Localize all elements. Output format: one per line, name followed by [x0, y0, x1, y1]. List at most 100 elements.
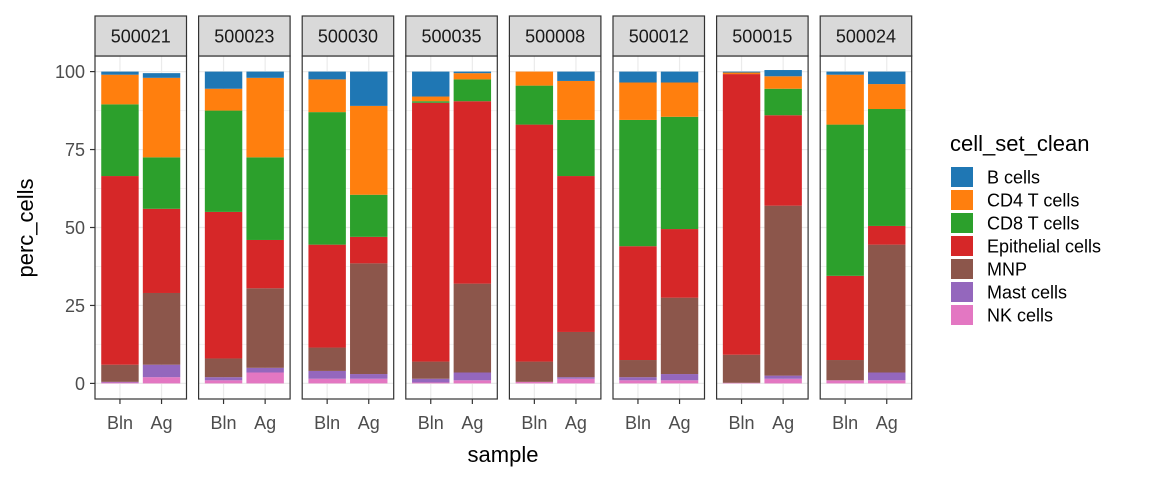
bar-segment — [412, 71, 450, 97]
x-tick-label: Bln — [314, 413, 340, 433]
bar-segment — [412, 102, 450, 362]
bar-segment — [557, 331, 595, 378]
bar-segment — [101, 104, 139, 177]
x-tick-label: Ag — [254, 413, 276, 433]
bar-segment — [412, 96, 450, 102]
facet-strip — [612, 15, 706, 57]
x-tick-label: Ag — [461, 413, 483, 433]
bar-segment — [142, 77, 181, 158]
bar-segment — [826, 275, 864, 361]
bar-segment — [557, 176, 595, 332]
bar-segment — [350, 378, 388, 384]
bar-segment — [204, 358, 243, 378]
bar-segment — [453, 79, 492, 102]
legend-key — [951, 305, 973, 325]
legend: cell_set_clean B cells CD4 T cells CD8 T c… — [950, 131, 1101, 326]
bar-segment — [350, 263, 388, 375]
facet-strip-label: 500021 — [111, 27, 171, 47]
bar-segment — [764, 115, 802, 206]
bar-segment — [764, 378, 802, 384]
bar-segment — [722, 382, 761, 384]
bar-segment — [412, 382, 450, 384]
legend-label: Epithelial cells — [987, 237, 1101, 257]
bar-segment — [826, 380, 864, 384]
facet-strip — [301, 15, 395, 57]
bar-segment — [204, 211, 243, 359]
x-tick-label: Ag — [876, 413, 898, 433]
bar-segment — [557, 119, 595, 177]
facet-panel: 500012 Bln Ag — [612, 15, 706, 433]
bar-segment — [515, 124, 554, 362]
facet-strip-label: 500008 — [525, 27, 585, 47]
facet-panel: 500023 Bln Ag — [198, 15, 291, 433]
bar-segment — [350, 236, 388, 264]
bar-segment — [412, 361, 450, 379]
bar-segment — [101, 74, 139, 105]
bar-segment — [764, 88, 802, 116]
legend-title: cell_set_clean — [950, 131, 1089, 156]
x-tick-label: Bln — [418, 413, 444, 433]
bar-segment — [868, 380, 906, 384]
x-tick-label: Ag — [772, 413, 794, 433]
bar-segment — [246, 157, 284, 240]
legend-key — [951, 190, 973, 210]
facet-strip — [508, 15, 602, 57]
facet-strip-label: 500015 — [732, 27, 792, 47]
bar-segment — [619, 380, 657, 384]
bar-segment — [722, 354, 761, 383]
y-axis: 0 25 50 75 100 — [55, 62, 95, 394]
bar-segment — [515, 71, 554, 86]
x-tick-label: Ag — [565, 413, 587, 433]
bar-segment — [868, 84, 906, 110]
bar-segment — [453, 73, 492, 80]
legend-label: MNP — [987, 260, 1027, 280]
bar-segment — [868, 71, 906, 85]
bar-segment — [515, 361, 554, 382]
bar-segment — [557, 378, 595, 384]
bar-segment — [308, 244, 346, 348]
bar-segment — [453, 283, 492, 373]
bar-segment — [515, 381, 554, 384]
bar-segment — [246, 288, 284, 368]
bar-segment — [142, 157, 181, 209]
x-tick-label: Ag — [669, 413, 691, 433]
bar-segment — [308, 378, 346, 384]
legend-label: CD8 T cells — [987, 214, 1079, 234]
bar-segment — [660, 374, 699, 381]
bar-segment — [660, 82, 699, 117]
bar-segment — [101, 381, 139, 383]
bar-segment — [204, 71, 243, 89]
bar-segment — [557, 80, 595, 120]
legend-label: NK cells — [987, 306, 1053, 326]
bar-segment — [142, 292, 181, 365]
bar-segment — [453, 372, 492, 381]
bar-segment — [142, 208, 181, 293]
bar-segment — [142, 377, 181, 384]
bar-segment — [557, 71, 595, 81]
bar-segment — [453, 71, 492, 74]
bar-segment — [453, 101, 492, 284]
y-tick-label: 50 — [65, 218, 85, 238]
y-axis-title: perc_cells — [13, 178, 38, 277]
bar-segment — [246, 71, 284, 78]
bar-segment — [204, 380, 243, 384]
bar-segment — [764, 375, 802, 379]
facet-panel: 500015 Bln Ag — [715, 15, 809, 433]
bar-segment — [660, 229, 699, 298]
bar-segment — [308, 71, 346, 80]
bar-segment — [826, 124, 864, 276]
bar-segment — [308, 79, 346, 113]
bar-segment — [826, 360, 864, 381]
y-tick-label: 25 — [65, 296, 85, 316]
facet-strip-label: 500024 — [836, 27, 896, 47]
bar-segment — [142, 364, 181, 378]
facet-strip-label: 500012 — [629, 27, 689, 47]
facet-panel: 500008 Bln Ag — [508, 15, 602, 433]
bar-segment — [660, 380, 699, 384]
bar-segment — [204, 377, 243, 381]
bar-segment — [722, 71, 761, 73]
bar-segment — [868, 244, 906, 373]
bar-segment — [619, 119, 657, 247]
x-tick-label: Ag — [151, 413, 173, 433]
bar-segment — [350, 105, 388, 195]
